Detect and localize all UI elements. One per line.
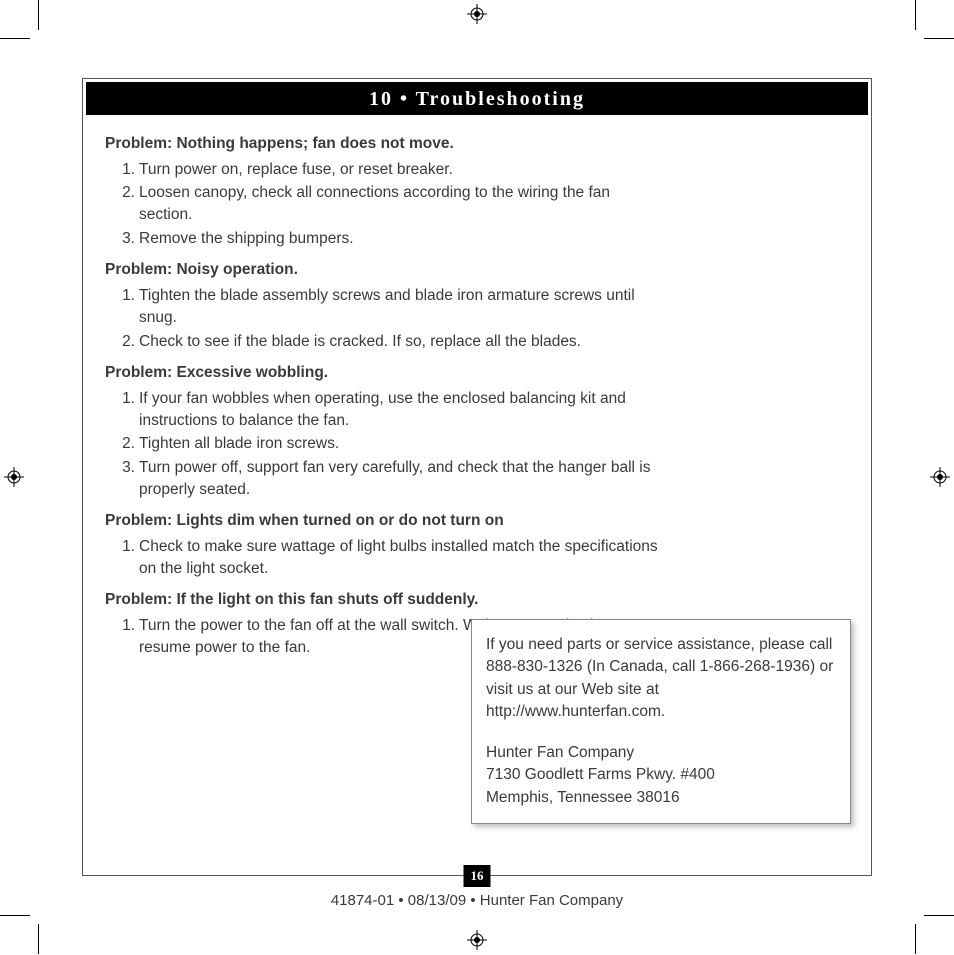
step-number: 3. <box>119 457 139 500</box>
steps-list: 1.Turn power on, replace fuse, or reset … <box>105 159 665 250</box>
crop-mark <box>924 38 954 39</box>
page-number: 16 <box>464 865 491 887</box>
registration-mark-icon <box>467 4 487 24</box>
step-text: Tighten all blade iron screws. <box>139 433 665 455</box>
step-text: Remove the shipping bumpers. <box>139 228 665 250</box>
problem-label: Problem: Excessive wobbling. <box>105 362 849 384</box>
step-number: 1. <box>119 159 139 181</box>
company-addr2: Memphis, Tennessee 38016 <box>486 789 680 806</box>
content-area: Problem: Nothing happens; fan does not m… <box>83 115 871 658</box>
crop-mark <box>0 915 30 916</box>
step-text: Check to make sure wattage of light bulb… <box>139 536 665 579</box>
crop-mark <box>38 924 39 954</box>
service-url: http://www.hunterfan.com. <box>486 703 665 720</box>
footer-line: 41874-01 • 08/13/09 • Hunter Fan Company <box>83 892 871 909</box>
step-item: 2.Loosen canopy, check all connections a… <box>119 182 665 225</box>
service-text: If you need parts or service assistance,… <box>486 634 834 724</box>
registration-mark-icon <box>930 467 950 487</box>
step-text: Check to see if the blade is cracked. If… <box>139 331 665 353</box>
step-number: 1. <box>119 615 139 658</box>
step-item: 2.Check to see if the blade is cracked. … <box>119 331 665 353</box>
section-header: 10 • Troubleshooting <box>86 82 868 115</box>
company-address: Hunter Fan Company 7130 Goodlett Farms P… <box>486 742 834 809</box>
step-item: 1.Tighten the blade assembly screws and … <box>119 285 665 328</box>
step-item: 2.Tighten all blade iron screws. <box>119 433 665 455</box>
step-text: If your fan wobbles when operating, use … <box>139 388 665 431</box>
step-text: Tighten the blade assembly screws and bl… <box>139 285 665 328</box>
step-text: Turn power off, support fan very careful… <box>139 457 665 500</box>
service-line: If you need parts or service assistance,… <box>486 636 833 698</box>
step-item: 1.Turn power on, replace fuse, or reset … <box>119 159 665 181</box>
step-number: 2. <box>119 433 139 455</box>
step-number: 1. <box>119 388 139 431</box>
step-number: 2. <box>119 182 139 225</box>
problem-label: Problem: Noisy operation. <box>105 259 849 281</box>
step-text: Turn power on, replace fuse, or reset br… <box>139 159 665 181</box>
service-info-box: If you need parts or service assistance,… <box>471 619 851 824</box>
company-addr1: 7130 Goodlett Farms Pkwy. #400 <box>486 766 715 783</box>
step-number: 1. <box>119 536 139 579</box>
crop-mark <box>38 0 39 30</box>
problem-label: Problem: If the light on this fan shuts … <box>105 589 849 611</box>
crop-mark <box>915 0 916 30</box>
problem-label: Problem: Lights dim when turned on or do… <box>105 510 849 532</box>
company-name: Hunter Fan Company <box>486 744 634 761</box>
registration-mark-icon <box>4 467 24 487</box>
step-number: 3. <box>119 228 139 250</box>
step-item: 3.Turn power off, support fan very caref… <box>119 457 665 500</box>
crop-mark <box>924 915 954 916</box>
step-number: 2. <box>119 331 139 353</box>
crop-mark <box>915 924 916 954</box>
problem-label: Problem: Nothing happens; fan does not m… <box>105 133 849 155</box>
steps-list: 1.Check to make sure wattage of light bu… <box>105 536 665 579</box>
steps-list: 1.Tighten the blade assembly screws and … <box>105 285 665 352</box>
step-item: 1.Check to make sure wattage of light bu… <box>119 536 665 579</box>
page-frame: 10 • Troubleshooting Problem: Nothing ha… <box>82 78 872 876</box>
crop-mark <box>0 38 30 39</box>
step-text: Loosen canopy, check all connections acc… <box>139 182 665 225</box>
step-item: 3.Remove the shipping bumpers. <box>119 228 665 250</box>
registration-mark-icon <box>467 930 487 950</box>
step-item: 1.If your fan wobbles when operating, us… <box>119 388 665 431</box>
steps-list: 1.If your fan wobbles when operating, us… <box>105 388 665 500</box>
step-number: 1. <box>119 285 139 328</box>
